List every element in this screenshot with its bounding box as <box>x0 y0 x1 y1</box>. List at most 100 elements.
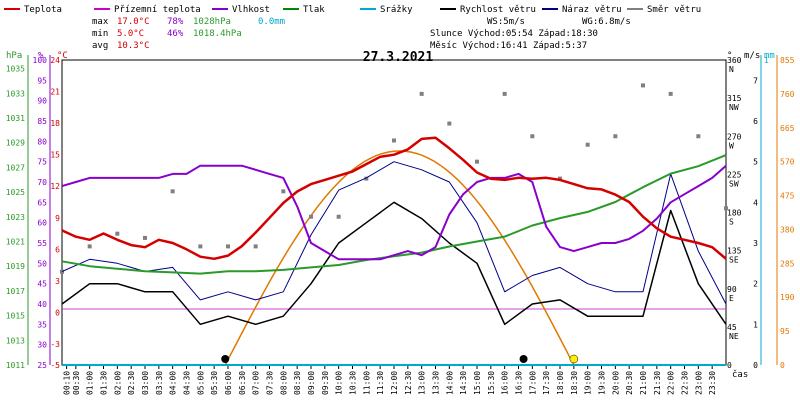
percent-tick-label: 40 <box>37 300 47 309</box>
wind-speed-series-line <box>61 201 727 326</box>
celsius-tick-label: 15 <box>50 151 60 160</box>
x-tick-label: 16:30 <box>515 371 524 395</box>
x-tick-label: 04:30 <box>183 371 192 395</box>
x-tick-label: 03:00 <box>141 371 150 395</box>
wind-tick-label: 3 <box>753 239 758 248</box>
sun-tick-label: 665 <box>780 124 795 133</box>
wind-direction-point <box>502 91 507 96</box>
x-tick-label: 21:00 <box>639 371 648 395</box>
direction-tick-label: 45 <box>727 323 737 332</box>
wind-direction-point <box>115 231 120 236</box>
x-tick-label: 12:30 <box>404 371 413 395</box>
stat-max-temp: 17.0°C <box>117 17 150 27</box>
stat-max-hum: 78% <box>167 17 184 27</box>
series-layer <box>60 83 728 366</box>
celsius-tick-label: 18 <box>50 119 60 128</box>
x-tick-label: 19:30 <box>598 371 607 395</box>
x-tick-label: 19:00 <box>584 371 593 395</box>
direction-compass-label: SE <box>729 256 739 265</box>
legend-label: Vlhkost <box>232 5 270 15</box>
wind-direction-point <box>613 134 618 139</box>
sun-tick-label: 190 <box>780 293 795 302</box>
percent-tick-label: 60 <box>37 219 47 228</box>
x-tick-label: 02:30 <box>127 371 136 395</box>
wind-direction-point <box>668 91 673 96</box>
wind-direction-point <box>696 134 701 139</box>
sun-info: Slunce Východ:05:54 Západ:18:30 <box>430 29 598 39</box>
x-tick-label: 23:30 <box>708 371 717 395</box>
rain-tick-label: 1 <box>764 56 769 65</box>
x-tick-label: 10:00 <box>335 371 344 395</box>
direction-tick-label: 0 <box>727 361 732 370</box>
direction-tick-label: 270 <box>727 132 742 141</box>
percent-tick-label: 70 <box>37 178 47 187</box>
wind-tick-label: 6 <box>753 117 758 126</box>
sun-tick-label: 760 <box>780 90 795 99</box>
x-tick-label: 02:00 <box>113 371 122 395</box>
wind-direction-point <box>392 138 396 143</box>
sun-tick-label: 380 <box>780 225 795 234</box>
x-tick-label: 00:30 <box>72 371 81 395</box>
direction-compass-label: S <box>729 218 734 227</box>
sun-tick-label: 475 <box>780 192 795 201</box>
stat-max-press: 1028hPa <box>193 17 231 27</box>
hpa-tick-label: 1011 <box>6 361 25 370</box>
wind-tick-label: 0 <box>753 361 758 370</box>
sunrise-marker <box>221 355 230 363</box>
percent-tick-label: 30 <box>37 341 47 350</box>
direction-tick-label: 225 <box>727 170 742 179</box>
x-axis-ticks: 00:10 00:30 01:00 01:30 02:00 02:30 03:00 03:30… <box>63 365 717 395</box>
hpa-tick-label: 1019 <box>6 262 25 271</box>
axis-unit-celsius: °C <box>57 51 68 61</box>
celsius-tick-label: 21 <box>50 88 60 97</box>
x-tick-label: 12:00 <box>390 371 399 395</box>
x-tick-label: 05:00 <box>196 371 205 395</box>
x-tick-label: 22:30 <box>681 371 690 395</box>
x-tick-label: 08:00 <box>279 371 288 395</box>
wind-direction-point <box>309 214 313 219</box>
axis-unit-hpa: hPa <box>6 51 22 61</box>
direction-compass-label: NW <box>729 103 739 112</box>
celsius-tick-label: 9 <box>55 214 60 223</box>
wind-direction-point <box>585 142 590 147</box>
stat-min-press: 1018.4hPa <box>193 29 242 39</box>
x-tick-label: 06:30 <box>238 371 247 395</box>
wind-direction-point <box>641 83 645 88</box>
direction-tick-label: 90 <box>727 285 737 294</box>
percent-tick-label: 35 <box>37 320 47 329</box>
humidity-series-line <box>61 164 727 261</box>
x-tick-label: 17:00 <box>528 371 537 395</box>
percent-tick-label: 65 <box>37 198 47 207</box>
stats-block: max 17.0°C 78% 1028hPa 0.0mm min 5.0°C 4… <box>92 17 285 51</box>
x-tick-label: 18:30 <box>570 371 579 395</box>
percent-tick-label: 80 <box>37 137 47 146</box>
wind-direction-point <box>336 214 341 219</box>
sun-tick-label: 855 <box>780 56 795 65</box>
legend-label: Přízemní teplota <box>114 5 201 15</box>
wind-direction-point <box>87 244 92 249</box>
wind-gust-info: WG:6.8m/s <box>582 17 631 27</box>
axis-unit-direction: ° <box>727 51 732 61</box>
percent-tick-label: 95 <box>37 76 47 85</box>
axis-unit-wind: m/s <box>744 51 760 61</box>
hpa-tick-label: 1017 <box>6 287 25 296</box>
celsius-tick-label: 12 <box>50 182 60 191</box>
wind-direction-point <box>170 189 175 194</box>
moonrise-marker <box>519 355 528 363</box>
x-tick-label: 06:00 <box>224 371 233 395</box>
legend-label: Srážky <box>380 5 413 15</box>
percent-tick-label: 25 <box>37 361 47 370</box>
wind-direction-point <box>447 121 452 126</box>
x-tick-label: 15:00 <box>473 371 482 395</box>
x-tick-label: 22:00 <box>667 371 676 395</box>
x-tick-label: 14:30 <box>459 371 468 395</box>
wind-direction-point <box>475 159 479 164</box>
wind-direction-point <box>226 244 230 249</box>
stat-min-hum: 46% <box>167 29 184 39</box>
percent-tick-label: 50 <box>37 259 47 268</box>
x-tick-label: 11:00 <box>362 371 371 395</box>
direction-compass-label: E <box>729 294 734 303</box>
x-tick-label: 07:30 <box>266 371 275 395</box>
wind-direction-point <box>281 189 286 194</box>
wind-tick-label: 4 <box>753 198 758 207</box>
